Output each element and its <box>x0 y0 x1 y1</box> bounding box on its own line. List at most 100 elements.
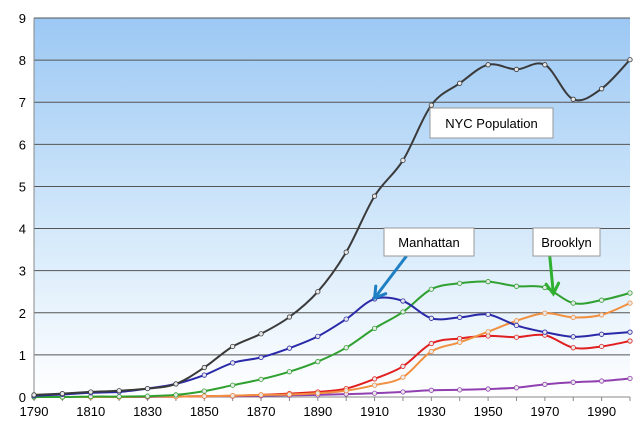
annotations: NYC Population Manhattan Brooklyn <box>372 107 601 301</box>
plot-area <box>34 18 630 397</box>
point-brooklyn <box>116 393 122 400</box>
point-series-5 <box>371 376 378 382</box>
point-nyc-population <box>371 193 378 199</box>
point-nyc-population <box>599 86 605 92</box>
point-brooklyn <box>230 382 236 388</box>
point-series-4 <box>428 348 434 355</box>
point-manhattan <box>457 314 463 321</box>
point-series-5 <box>599 343 605 350</box>
point-nyc-population <box>173 381 179 387</box>
point-brooklyn <box>570 300 576 306</box>
annotation-label-brooklyn: Brooklyn <box>541 235 592 250</box>
point-nyc-population <box>570 96 576 102</box>
point-series-4 <box>570 314 576 321</box>
point-nyc-population <box>230 343 236 350</box>
point-manhattan <box>599 331 605 337</box>
x-tick-label: 1850 <box>190 404 219 419</box>
point-series-6 <box>513 385 520 391</box>
point-nyc-population <box>116 388 122 394</box>
annotation-manhattan: Manhattan <box>372 227 475 301</box>
line-brooklyn <box>33 280 631 399</box>
point-brooklyn <box>485 279 491 285</box>
y-tick-label: 6 <box>19 137 26 152</box>
point-brooklyn <box>599 297 605 303</box>
point-manhattan <box>343 316 349 322</box>
x-tick-label: 1830 <box>133 404 162 419</box>
point-series-4 <box>400 374 406 380</box>
x-tick-label: 1870 <box>247 404 276 419</box>
annotation-label-manhattan: Manhattan <box>398 235 459 250</box>
arrow-manhattan <box>375 255 408 297</box>
point-series-6 <box>570 379 576 385</box>
point-manhattan <box>258 354 264 361</box>
point-brooklyn <box>513 283 520 289</box>
point-series-4 <box>201 393 207 399</box>
y-tick-label: 9 <box>19 11 26 26</box>
y-tick-label: 5 <box>19 179 26 194</box>
point-series-4 <box>286 391 293 398</box>
point-nyc-population <box>542 62 548 68</box>
point-nyc-population <box>400 157 406 163</box>
point-series-6 <box>371 390 378 396</box>
x-tick-label: 1890 <box>303 404 332 419</box>
point-manhattan <box>286 345 293 351</box>
point-series-5 <box>627 338 633 344</box>
annotation-label-nyc-population: NYC Population <box>445 116 538 131</box>
point-brooklyn <box>315 359 321 365</box>
point-series-6 <box>599 378 605 384</box>
point-series-4 <box>343 388 349 394</box>
point-series-4 <box>485 329 491 335</box>
point-series-4 <box>627 300 633 306</box>
point-manhattan <box>315 333 321 339</box>
point-brooklyn <box>286 369 293 375</box>
x-tick-label: 1970 <box>530 404 559 419</box>
point-nyc-population <box>286 314 293 320</box>
point-series-5 <box>513 334 520 340</box>
arrow-brooklyn <box>548 255 555 291</box>
series-lines <box>31 57 633 400</box>
point-series-4 <box>371 382 378 388</box>
point-manhattan <box>400 298 406 304</box>
point-manhattan <box>542 329 548 335</box>
point-series-5 <box>400 363 406 369</box>
point-nyc-population <box>59 391 65 397</box>
point-manhattan <box>428 315 434 321</box>
point-series-4 <box>230 393 236 399</box>
arrowhead-brooklyn <box>544 281 561 297</box>
point-manhattan <box>485 311 491 318</box>
point-series-6 <box>627 375 633 382</box>
point-brooklyn <box>400 309 406 315</box>
x-tick-label: 1990 <box>587 404 616 419</box>
point-nyc-population <box>457 80 463 86</box>
point-series-4 <box>258 392 264 398</box>
annotation-nyc-population: NYC Population <box>429 107 554 139</box>
y-tick-label: 4 <box>19 222 26 237</box>
point-nyc-population <box>201 364 207 371</box>
point-series-6 <box>400 389 406 395</box>
point-nyc-population <box>258 331 264 337</box>
point-brooklyn <box>457 280 463 286</box>
x-tick-label: 1810 <box>76 404 105 419</box>
point-manhattan <box>513 322 520 329</box>
y-tick-label: 2 <box>19 306 26 321</box>
y-tick-label: 3 <box>19 264 26 279</box>
point-nyc-population <box>343 249 349 255</box>
annotation-box-manhattan <box>383 227 475 257</box>
y-tick-label: 7 <box>19 95 26 110</box>
point-series-5 <box>428 340 434 347</box>
point-nyc-population <box>513 66 520 72</box>
series-nyc-population <box>31 57 633 398</box>
x-tick-label: 1910 <box>360 404 389 419</box>
point-brooklyn <box>144 393 151 399</box>
x-tick-label: 1790 <box>20 404 49 419</box>
point-manhattan <box>627 329 633 335</box>
point-brooklyn <box>627 290 633 296</box>
point-nyc-population <box>627 57 633 63</box>
annotation-brooklyn: Brooklyn <box>532 227 601 297</box>
annotation-box-nyc-population <box>429 107 554 139</box>
point-nyc-population <box>315 289 321 295</box>
point-nyc-population <box>88 389 94 395</box>
point-series-4 <box>542 310 548 316</box>
x-tick-label: 1930 <box>417 404 446 419</box>
